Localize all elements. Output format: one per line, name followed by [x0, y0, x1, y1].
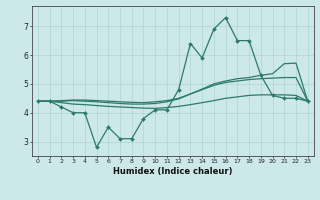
- X-axis label: Humidex (Indice chaleur): Humidex (Indice chaleur): [113, 167, 233, 176]
